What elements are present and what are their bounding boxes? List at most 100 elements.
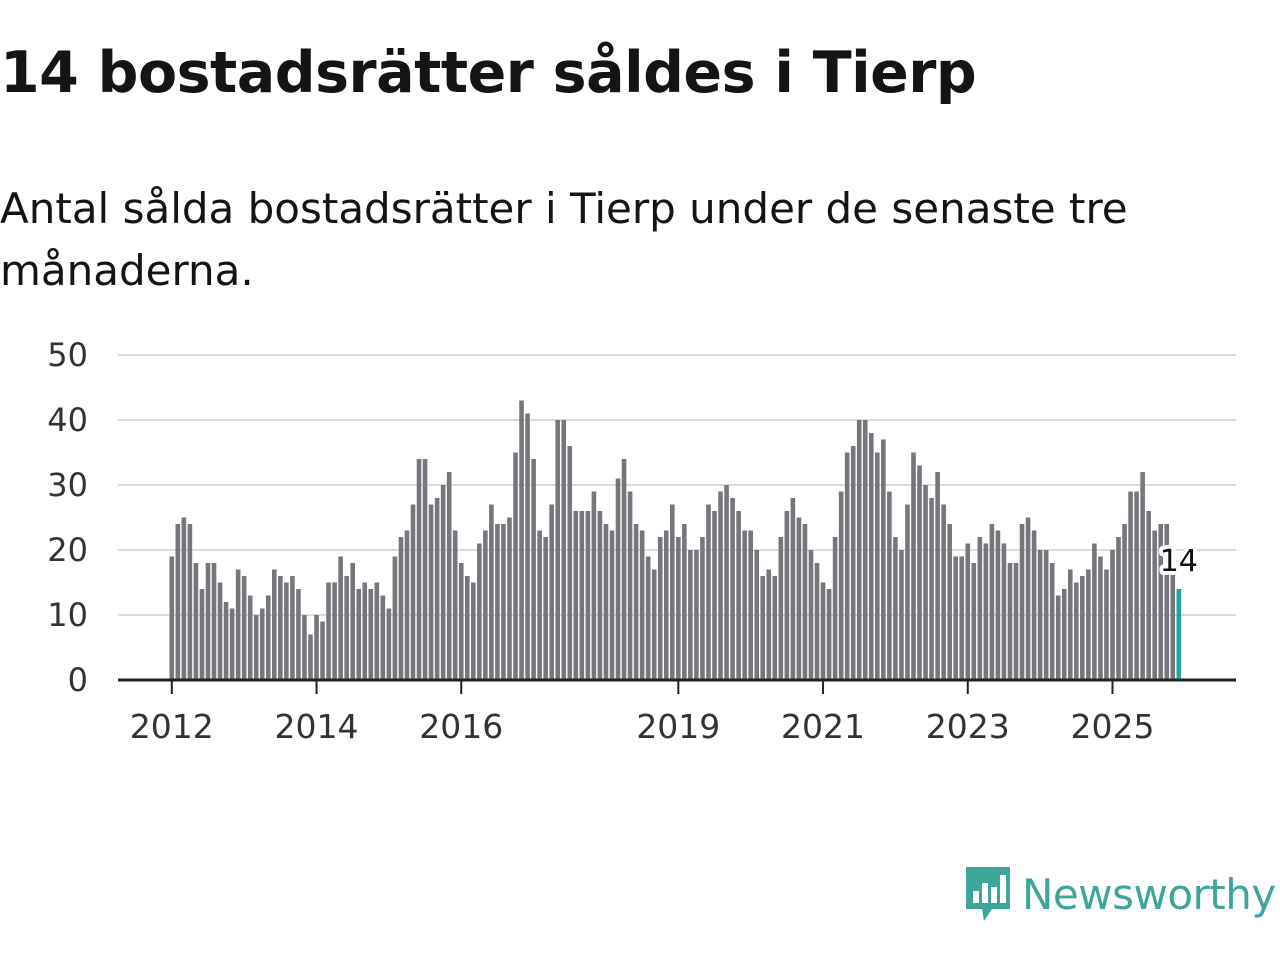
bar <box>766 569 772 680</box>
bar <box>929 498 934 680</box>
chart-title: 14 bostadsrätter såldes i Tierp <box>0 40 977 106</box>
bar <box>875 452 880 680</box>
bar <box>501 524 506 680</box>
bar <box>458 563 464 680</box>
bar <box>887 491 892 680</box>
bar <box>935 472 940 680</box>
x-tick-label: 2025 <box>1070 707 1154 746</box>
bar <box>398 537 404 680</box>
bar <box>754 550 760 680</box>
bar <box>193 563 199 680</box>
bar <box>284 582 289 680</box>
bar <box>724 485 729 680</box>
bar <box>314 615 319 680</box>
bar <box>639 530 645 680</box>
bar <box>718 491 723 680</box>
bar <box>657 537 663 680</box>
bar <box>676 537 681 680</box>
bar <box>826 589 832 680</box>
bar <box>253 615 259 680</box>
bar <box>736 511 741 680</box>
bar <box>217 582 223 680</box>
bar <box>784 511 790 680</box>
bar <box>410 504 416 680</box>
gridlines <box>118 354 1236 616</box>
bar <box>1061 589 1067 680</box>
y-tick-label: 50 <box>47 336 88 374</box>
bar <box>205 563 211 680</box>
bar <box>965 543 971 680</box>
bar <box>223 602 229 680</box>
bar <box>452 530 458 680</box>
x-tick-label: 2016 <box>419 707 503 746</box>
bar <box>543 537 548 680</box>
bar <box>332 582 337 680</box>
bar <box>513 452 518 680</box>
bar <box>682 524 687 680</box>
bar <box>525 413 530 680</box>
bar <box>856 420 862 680</box>
bar <box>597 511 603 680</box>
bar <box>567 446 573 680</box>
bar <box>1128 491 1133 680</box>
bar <box>440 485 446 680</box>
bar <box>302 615 307 680</box>
bar <box>814 563 820 680</box>
bar <box>555 420 561 680</box>
bar <box>772 576 778 680</box>
bar <box>573 511 579 680</box>
bar <box>416 459 422 680</box>
bar <box>983 543 989 680</box>
bar <box>428 504 434 680</box>
bar <box>199 589 205 680</box>
bar <box>531 459 536 680</box>
bar <box>1055 595 1061 680</box>
bar <box>1074 582 1079 680</box>
newsworthy-logo: Newsworthy <box>962 862 1276 926</box>
bar <box>1007 563 1013 680</box>
bar <box>868 433 874 680</box>
y-tick-label: 0 <box>68 661 88 699</box>
newsworthy-logo-icon <box>966 867 1010 921</box>
bar <box>712 511 717 680</box>
bar <box>585 511 591 680</box>
bar <box>633 524 639 680</box>
bar <box>579 511 585 680</box>
bar <box>290 576 295 680</box>
bar <box>1001 543 1007 680</box>
bar <box>344 576 349 680</box>
bar <box>272 569 277 680</box>
bar <box>1134 491 1139 680</box>
bar <box>971 563 977 680</box>
bar <box>561 420 567 680</box>
bar <box>181 517 187 680</box>
bar <box>923 485 928 680</box>
bar <box>820 582 826 680</box>
bar <box>392 556 398 680</box>
bar <box>247 595 253 680</box>
bar <box>386 608 392 680</box>
bar <box>1025 517 1031 680</box>
bar <box>537 530 542 680</box>
bar <box>1116 537 1121 680</box>
x-tick-label: 2014 <box>275 707 359 746</box>
x-tick-label: 2021 <box>781 707 865 746</box>
bar <box>832 537 838 680</box>
bar <box>688 550 693 680</box>
bar <box>651 569 657 680</box>
bar <box>844 452 850 680</box>
bar <box>862 420 868 680</box>
bar <box>1140 472 1145 680</box>
bar <box>169 556 175 680</box>
bar <box>645 556 651 680</box>
bar <box>1158 524 1164 680</box>
bar <box>700 537 705 680</box>
bar <box>1170 569 1176 680</box>
bar <box>519 400 524 680</box>
bar <box>1146 511 1151 680</box>
bar <box>802 524 808 680</box>
bar <box>404 530 410 680</box>
bar <box>338 556 343 680</box>
bar <box>1013 563 1019 680</box>
bar <box>235 569 241 680</box>
